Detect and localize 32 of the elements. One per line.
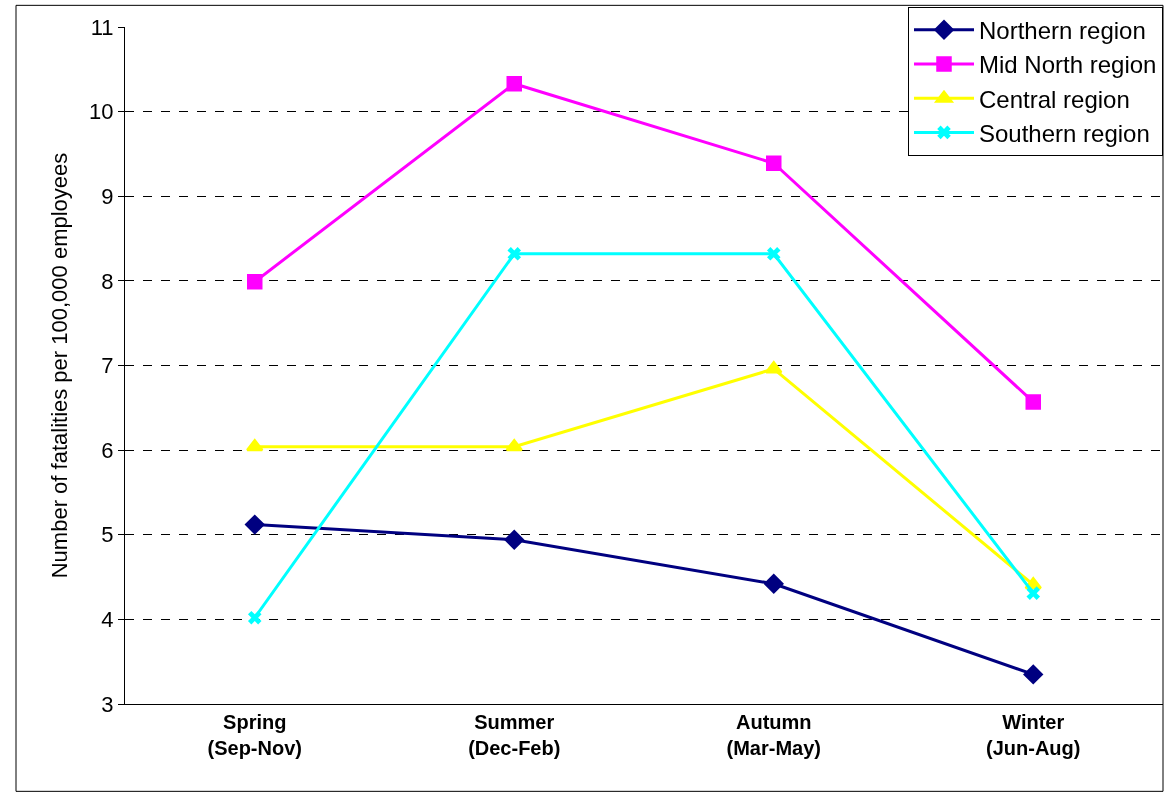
y-tick-label: 11 — [90, 14, 114, 40]
x-tick-label: Summer (Dec-Feb) — [468, 711, 561, 759]
point — [766, 155, 782, 171]
point — [766, 247, 781, 261]
y-tick-label: 8 — [101, 268, 114, 294]
point — [247, 610, 262, 625]
point — [504, 530, 524, 550]
legend-label: Mid North region — [979, 51, 1157, 79]
y-tick-label: 6 — [101, 437, 114, 463]
y-tick-label: 4 — [101, 607, 114, 633]
point — [505, 438, 524, 452]
y-tick-label: 5 — [101, 522, 114, 548]
legend-label: Southern region — [979, 119, 1150, 147]
legend-label: Northern region — [979, 17, 1146, 45]
x-tick-label: Spring (Sep-Nov) — [207, 711, 302, 759]
point — [1023, 664, 1043, 685]
point — [506, 75, 522, 92]
y-tick-label: 3 — [101, 691, 114, 717]
point — [247, 273, 263, 290]
y-tick-label: 10 — [89, 99, 114, 125]
point — [1026, 586, 1041, 600]
point — [245, 514, 265, 535]
point — [1025, 394, 1041, 410]
point — [764, 574, 784, 594]
point — [507, 247, 522, 261]
y-tick-label: 9 — [101, 183, 114, 209]
x-tick-label: Winter (Jun-Aug) — [986, 711, 1081, 759]
point — [245, 438, 264, 452]
legend-label: Central region — [979, 85, 1130, 113]
y-axis-title: Number of fatalities per 100,000 employees — [46, 152, 72, 579]
y-tick-label: 7 — [101, 353, 114, 379]
x-tick-label: Autumn (Mar-May) — [726, 711, 821, 759]
